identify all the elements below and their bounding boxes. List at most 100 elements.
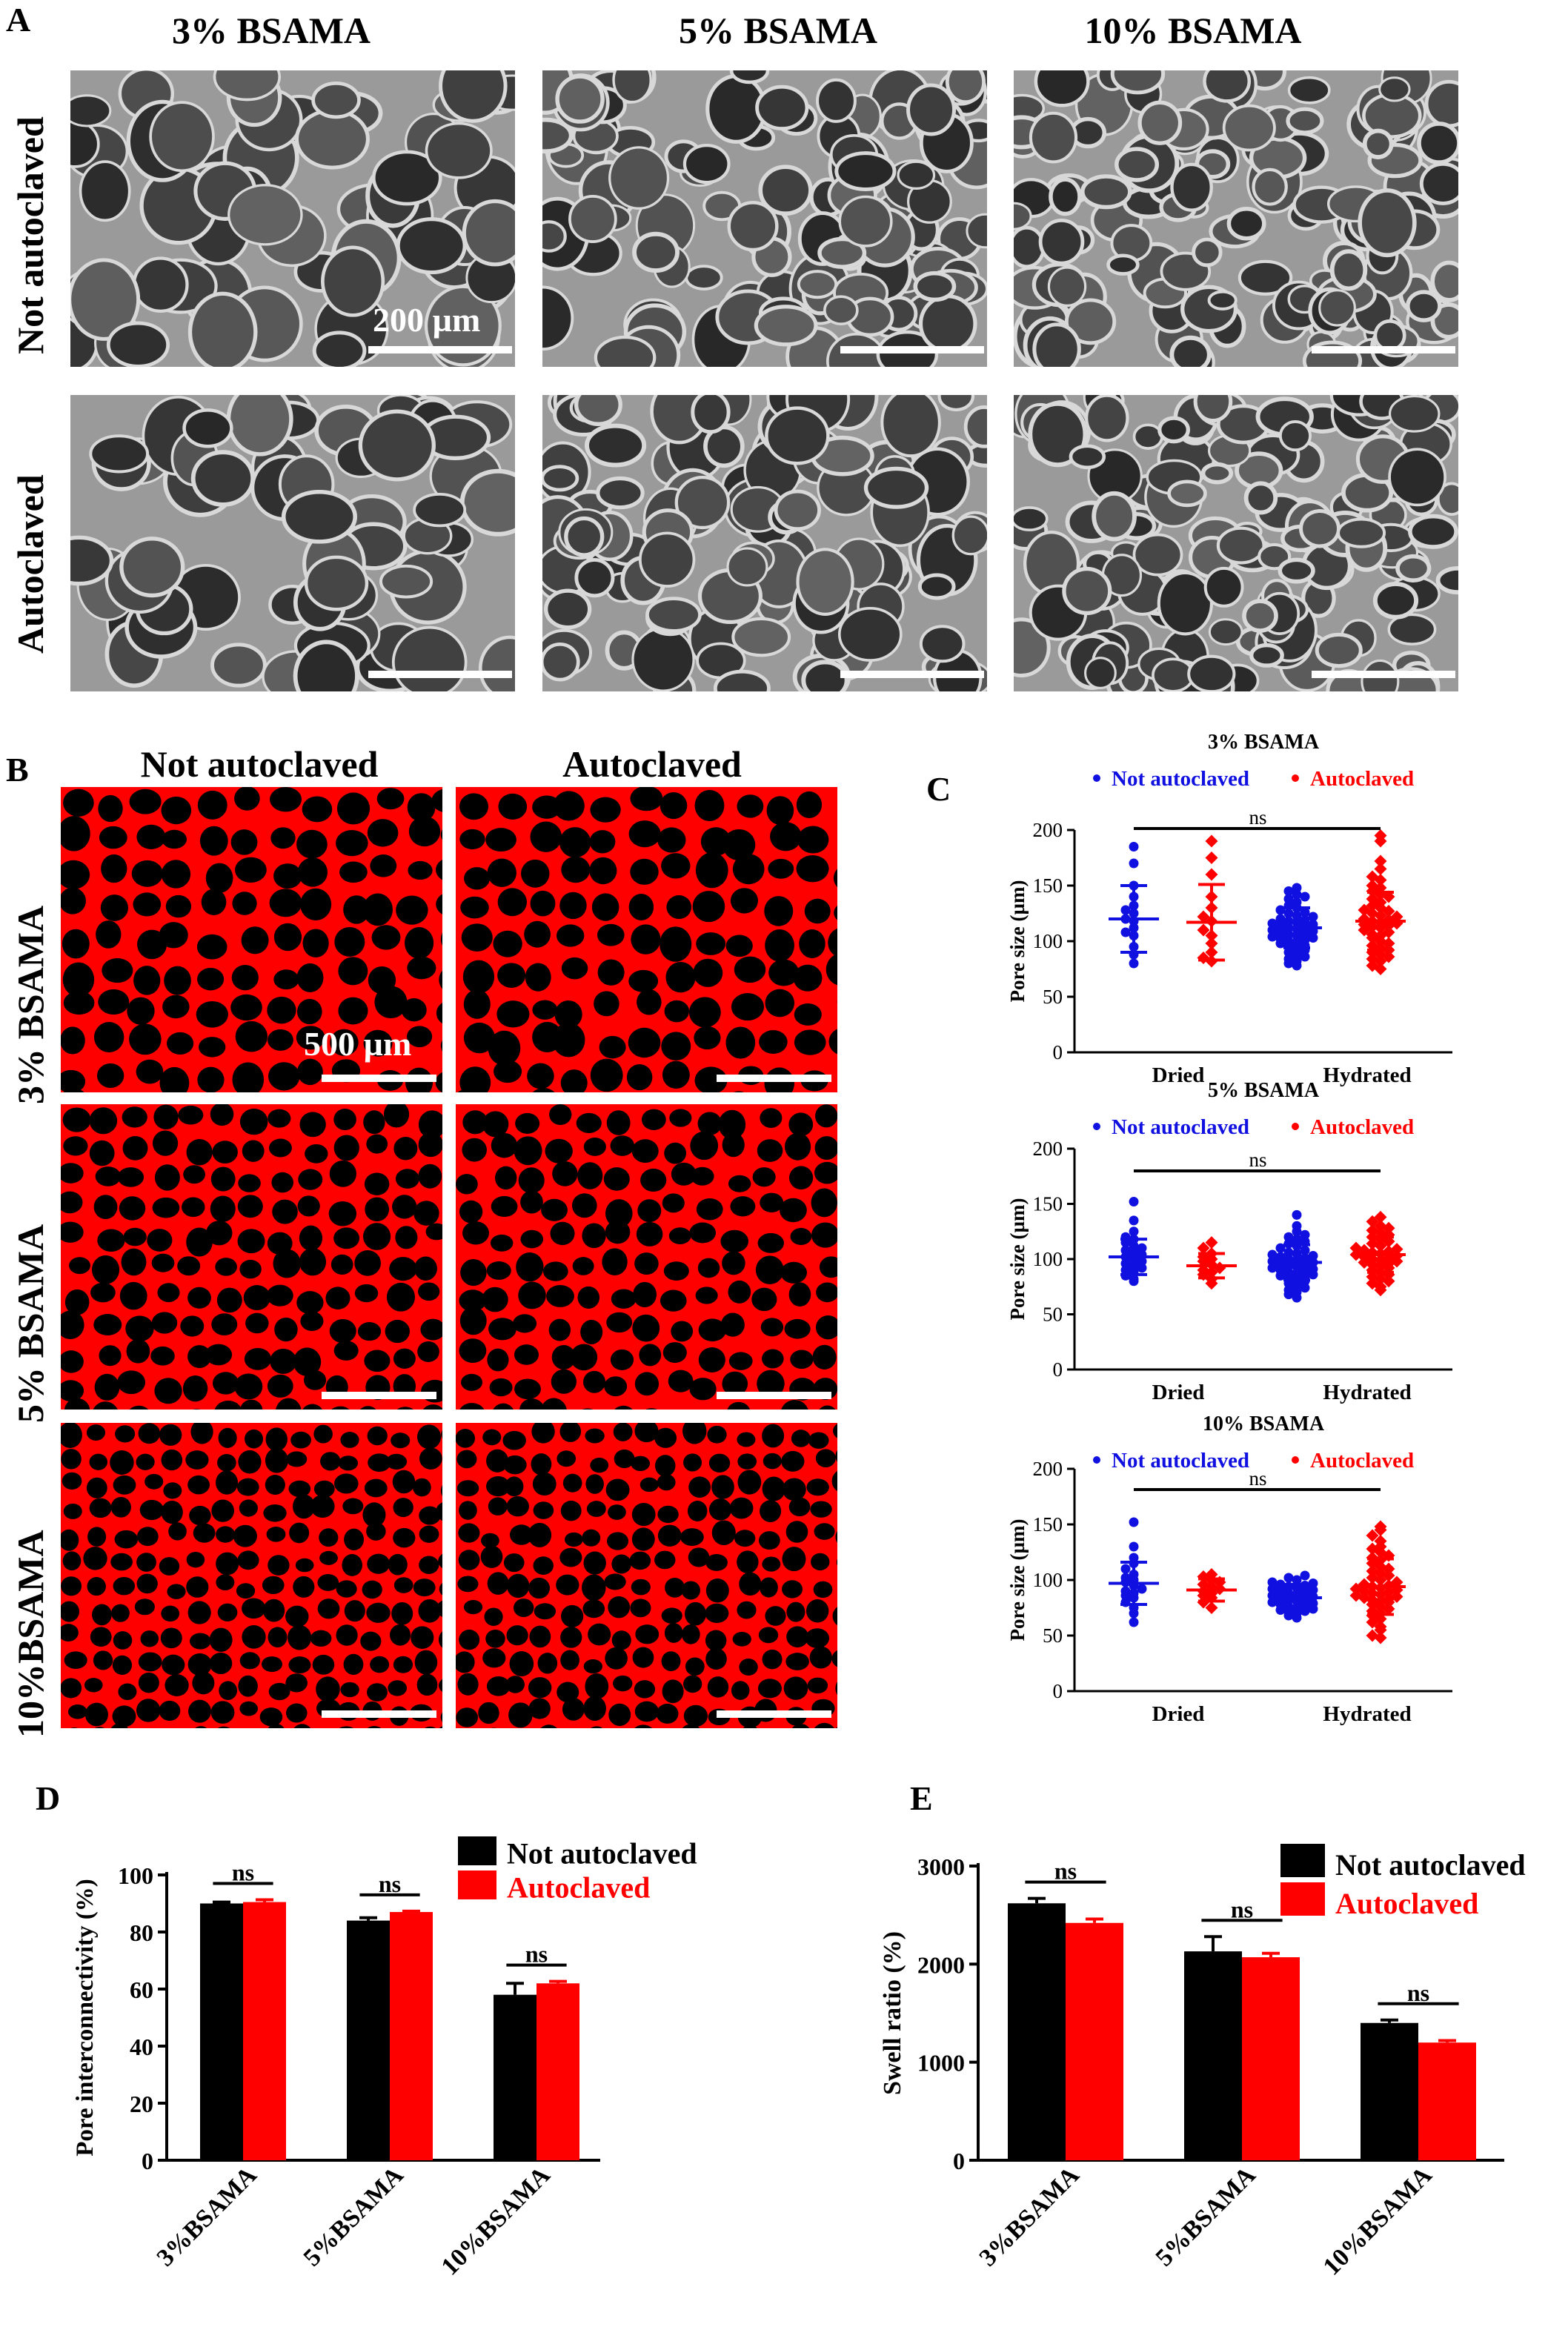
data-point [1120, 927, 1131, 937]
panel-d-interconnectivity-chart: 0 20 40 60 80 100 Pore interconnectivity (%) ns… [72, 1836, 697, 2281]
panel-letter-d: D [36, 1779, 61, 1817]
significance-label: ns [1249, 1467, 1266, 1490]
x-category-label: Dried [1152, 1381, 1205, 1404]
data-point [1283, 929, 1294, 940]
legend-label: Autoclaved [1335, 1887, 1478, 1920]
bar-chart-E: 0 1000 2000 3000 Swell ratio (%) ns 3%BSAMA ns 5… [879, 1844, 1526, 2281]
bar [390, 1912, 433, 2160]
data-point [1300, 1253, 1310, 1264]
data-point [1300, 1245, 1310, 1255]
chart-title: 5% BSAMA [1208, 1079, 1320, 1102]
dot-group [1349, 1210, 1406, 1297]
y-tick-label: 100 [1033, 930, 1063, 952]
bar [494, 1994, 536, 2160]
data-point [1120, 1265, 1131, 1275]
fluorescence-micrograph [61, 1423, 442, 1728]
data-point [1275, 1579, 1286, 1590]
x-category-label: 5%BSAMA [299, 2161, 409, 2271]
chart-title: 3% BSAMA [1208, 731, 1320, 754]
data-point [1129, 958, 1139, 969]
x-category-label: Dried [1152, 1063, 1205, 1087]
data-point [1137, 1263, 1147, 1273]
bar [1066, 1922, 1123, 2160]
y-axis-label: Pore size (µm) [1006, 1198, 1029, 1321]
scale-bar [368, 671, 512, 678]
legend-swatch [1280, 1844, 1325, 1877]
x-category-label: Hydrated [1323, 1702, 1411, 1726]
bar [200, 1903, 243, 2160]
data-point [1292, 1234, 1302, 1244]
data-point [1283, 894, 1294, 904]
scale-bar [322, 1392, 436, 1399]
scale-bar [322, 1075, 436, 1082]
scale-bar [717, 1075, 831, 1082]
data-point [1205, 868, 1218, 881]
panel-letter-c: C [926, 770, 951, 808]
data-point [1292, 1287, 1302, 1298]
legend-marker-not-autoclaved [1093, 1456, 1100, 1464]
data-point [1137, 1256, 1147, 1267]
y-axis-label: Pore size (µm) [1006, 880, 1029, 1003]
y-tick-label: 0 [142, 2148, 153, 2174]
dot-group [1109, 1517, 1159, 1627]
bar [536, 1983, 579, 2160]
legend-swatch [1280, 1882, 1325, 1916]
data-point [1267, 1577, 1278, 1587]
legend-swatch [458, 1870, 496, 1899]
x-category-label: Dried [1152, 1702, 1205, 1726]
significance-label: ns [1407, 1979, 1429, 2006]
legend-marker-autoclaved [1292, 774, 1299, 782]
legend-label-autoclaved: Autoclaved [1310, 767, 1414, 791]
fluorescence-micrograph [61, 1104, 442, 1410]
dot-group [1109, 1197, 1159, 1287]
data-point [1292, 889, 1302, 900]
data-point [1205, 852, 1218, 864]
legend-marker-autoclaved [1292, 1123, 1299, 1130]
fluorescence-micrograph [456, 1423, 837, 1728]
data-point [1300, 907, 1310, 917]
y-tick-label: 200 [1033, 1458, 1063, 1480]
legend-label-autoclaved: Autoclaved [1310, 1115, 1414, 1139]
data-point [1129, 1541, 1139, 1552]
data-point [1292, 1209, 1302, 1220]
y-axis-label: Pore size (µm) [1006, 1519, 1029, 1641]
bar [1242, 1957, 1300, 2160]
legend-marker-not-autoclaved [1093, 1123, 1100, 1130]
scale-bar [368, 346, 512, 353]
data-point [1267, 1263, 1278, 1273]
data-point [1129, 1517, 1139, 1527]
legend-swatch [458, 1836, 496, 1865]
y-tick-label: 60 [130, 1976, 153, 2003]
data-point [1129, 858, 1139, 869]
y-tick-label: 0 [1053, 1041, 1063, 1063]
data-point [1275, 914, 1286, 924]
data-point [1129, 1226, 1139, 1237]
sem-micrograph [70, 395, 515, 691]
data-point [1275, 1243, 1286, 1253]
data-point [1283, 1247, 1294, 1258]
y-tick-label: 2000 [917, 1951, 965, 1978]
significance-label: ns [1231, 1896, 1253, 1922]
data-point [1283, 886, 1294, 896]
y-tick-label: 0 [1053, 1358, 1063, 1381]
panel-letter-a: A [6, 1, 31, 39]
x-category-label: 10%BSAMA [1318, 2161, 1438, 2280]
bar [1418, 2042, 1476, 2160]
significance-label: ns [1054, 1858, 1077, 1885]
data-point [1129, 842, 1139, 852]
y-tick-label: 50 [1043, 1304, 1063, 1326]
significance-label: ns [379, 1870, 401, 1897]
data-point [1283, 1588, 1294, 1599]
data-point [1390, 1243, 1403, 1256]
y-axis-label: Swell ratio (%) [879, 1931, 906, 2095]
dot-group [1186, 1568, 1237, 1614]
data-point [1300, 929, 1310, 938]
scale-label-200um: 200 µm [373, 301, 481, 339]
y-tick-label: 0 [1053, 1680, 1063, 1702]
panel-a-column-10pct: 10% BSAMA [1084, 10, 1302, 51]
y-tick-label: 3000 [917, 1853, 965, 1880]
data-point [1308, 1251, 1318, 1261]
y-tick-label: 50 [1043, 1624, 1063, 1647]
dot-group [1355, 829, 1406, 975]
panel-e-swell-ratio-chart: 0 1000 2000 3000 Swell ratio (%) ns 3%BSAMA ns 5… [879, 1844, 1526, 2281]
